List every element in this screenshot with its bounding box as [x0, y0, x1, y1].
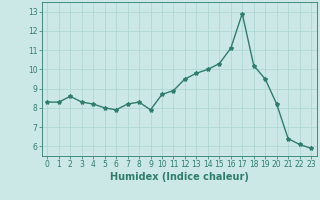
X-axis label: Humidex (Indice chaleur): Humidex (Indice chaleur) [110, 172, 249, 182]
